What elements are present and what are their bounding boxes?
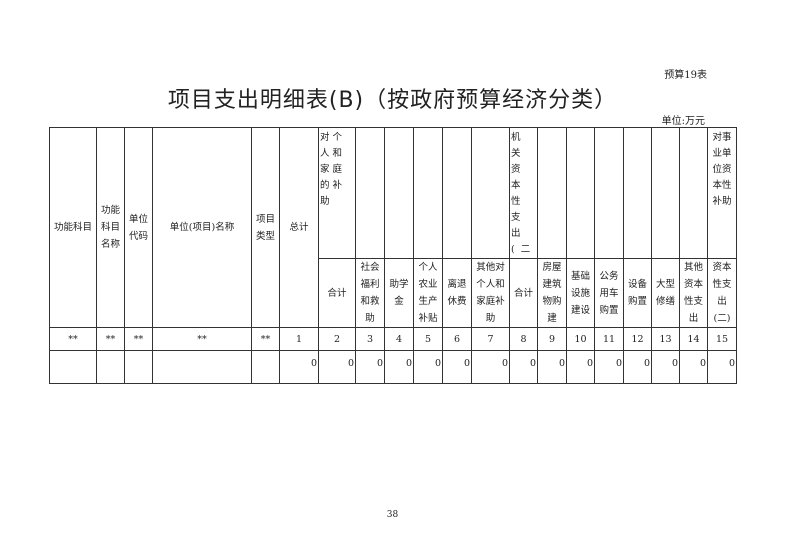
data-cell xyxy=(251,350,280,384)
index-cell: ** xyxy=(251,327,280,351)
header-sub-column: 助学金 xyxy=(384,258,414,328)
data-cell xyxy=(124,350,153,384)
page-number: 38 xyxy=(386,510,399,520)
data-cell: 0 xyxy=(355,350,385,384)
index-cell: 4 xyxy=(384,327,414,351)
data-cell: 0 xyxy=(509,350,538,384)
data-cell: 0 xyxy=(566,350,595,384)
index-cell: 7 xyxy=(471,327,510,351)
form-number: 预算19表 xyxy=(664,70,707,81)
index-cell: 14 xyxy=(679,327,708,351)
data-cell: 0 xyxy=(594,350,624,384)
data-cell: 0 xyxy=(384,350,414,384)
index-cell: 2 xyxy=(318,327,356,351)
header-group-institution-capital-subsidy: 对事业单位资本性补助 xyxy=(707,127,737,259)
data-cell: 0 xyxy=(318,350,356,384)
header-sub-column: 个人农业生产补贴 xyxy=(413,258,443,328)
data-cell: 0 xyxy=(537,350,567,384)
index-cell: 1 xyxy=(279,327,319,351)
index-cell: ** xyxy=(124,327,153,351)
header-sub-column: 离退休费 xyxy=(442,258,472,328)
header-unit-name: 单位(项目)名称 xyxy=(152,127,252,328)
index-cell: 12 xyxy=(623,327,652,351)
data-cell: 0 xyxy=(413,350,443,384)
header-total: 总计 xyxy=(279,127,319,328)
header-sub-column: 公务用车购置 xyxy=(594,258,624,328)
index-cell: 13 xyxy=(651,327,680,351)
index-cell: 3 xyxy=(355,327,385,351)
data-cell: 0 xyxy=(651,350,680,384)
data-cell: 0 xyxy=(471,350,510,384)
index-cell: 8 xyxy=(509,327,538,351)
budget-table: 功能科目 功能科目名称 单位代码 单位(项目)名称 项目类型 总计 对个人和家庭… xyxy=(49,127,737,384)
header-unit-code: 单位代码 xyxy=(124,127,153,328)
header-sub-column: 社会福利和救助 xyxy=(355,258,385,328)
header-sub-column: 其他对个人和家庭补助 xyxy=(471,258,510,328)
header-sub-column: 房屋建筑物购建 xyxy=(537,258,567,328)
header-group-household-subsidy: 对个人和家庭的补助 xyxy=(318,127,356,259)
index-cell: 10 xyxy=(566,327,595,351)
data-cell: 0 xyxy=(442,350,472,384)
header-function-subject: 功能科目 xyxy=(49,127,97,328)
header-project-type: 项目类型 xyxy=(251,127,280,328)
page-title: 项目支出明细表(B)（按政府预算经济分类） xyxy=(167,88,618,113)
header-sub-column: 资本性支出(二) xyxy=(707,258,737,328)
data-cell: 0 xyxy=(623,350,652,384)
header-sub-column: 合计 xyxy=(509,258,538,328)
data-cell xyxy=(49,350,97,384)
header-sub-column: 合计 xyxy=(318,258,356,328)
index-cell: 11 xyxy=(594,327,624,351)
data-cell: 0 xyxy=(679,350,708,384)
header-group-capital-expenditure: 机关资本性支出(二) xyxy=(509,127,538,259)
index-cell: 9 xyxy=(537,327,567,351)
header-sub-column: 基础设施建设 xyxy=(566,258,595,328)
index-cell: ** xyxy=(96,327,125,351)
index-cell: 5 xyxy=(413,327,443,351)
data-cell xyxy=(96,350,125,384)
header-function-subject-name: 功能科目名称 xyxy=(96,127,125,328)
index-cell: ** xyxy=(152,327,252,351)
data-cell: 0 xyxy=(279,350,319,384)
header-sub-column: 其他资本性支出 xyxy=(679,258,708,328)
index-cell: ** xyxy=(49,327,97,351)
data-cell: 0 xyxy=(707,350,737,384)
header-sub-column: 大型修缮 xyxy=(651,258,680,328)
data-cell xyxy=(152,350,252,384)
header-sub-column: 设备购置 xyxy=(623,258,652,328)
index-cell: 15 xyxy=(707,327,737,351)
index-cell: 6 xyxy=(442,327,472,351)
unit-label: 单位:万元 xyxy=(661,116,705,127)
